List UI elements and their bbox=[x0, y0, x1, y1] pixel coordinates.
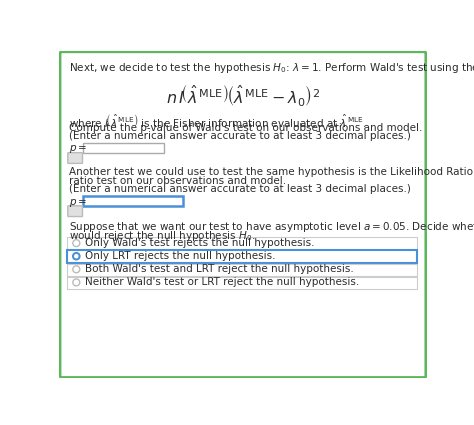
Bar bbox=[67, 277, 417, 289]
Text: $n\,I\!\left(\hat{\lambda}^{\,\mathrm{MLE}}\right)\!\left(\hat{\lambda}^{\,\math: $n\,I\!\left(\hat{\lambda}^{\,\mathrm{ML… bbox=[166, 82, 320, 108]
Text: would reject the null hypothesis $H_0$.: would reject the null hypothesis $H_0$. bbox=[69, 229, 255, 243]
Text: Next, we decide to test the hypothesis $H_0$: $\lambda = 1$. Perform Wald's test: Next, we decide to test the hypothesis $… bbox=[69, 61, 474, 75]
Bar bbox=[67, 264, 417, 276]
Text: Another test we could use to test the same hypothesis is the Likelihood Ratio Te: Another test we could use to test the sa… bbox=[69, 167, 474, 177]
Text: Both Wald's test and LRT reject the null hypothesis.: Both Wald's test and LRT reject the null… bbox=[85, 264, 354, 274]
Text: ratio test on our observations and model.: ratio test on our observations and model… bbox=[69, 176, 286, 186]
Bar bbox=[82, 196, 183, 206]
Circle shape bbox=[73, 266, 80, 273]
Bar bbox=[67, 250, 417, 263]
FancyBboxPatch shape bbox=[68, 153, 82, 164]
Bar bbox=[82, 143, 164, 153]
Text: (Enter a numerical answer accurate to at least 3 decimal places.): (Enter a numerical answer accurate to at… bbox=[69, 131, 410, 141]
Text: (Enter a numerical answer accurate to at least 3 decimal places.): (Enter a numerical answer accurate to at… bbox=[69, 184, 410, 194]
FancyBboxPatch shape bbox=[68, 206, 82, 217]
Text: $p =$: $p =$ bbox=[69, 196, 87, 209]
Circle shape bbox=[73, 253, 80, 260]
Circle shape bbox=[73, 279, 80, 286]
Circle shape bbox=[75, 255, 78, 258]
Text: where $I\!\left(\hat{\lambda}^{\,\mathrm{MLE}}\right)$ is the Fisher information: where $I\!\left(\hat{\lambda}^{\,\mathrm… bbox=[69, 112, 366, 129]
Circle shape bbox=[73, 240, 80, 246]
Text: Neither Wald's test or LRT reject the null hypothesis.: Neither Wald's test or LRT reject the nu… bbox=[85, 278, 359, 287]
Text: Suppose that we want our test to have asymptotic level $a = 0.05$. Decide whethe: Suppose that we want our test to have as… bbox=[69, 221, 474, 235]
Text: Only Wald's test rejects the null hypothesis.: Only Wald's test rejects the null hypoth… bbox=[85, 238, 314, 248]
FancyBboxPatch shape bbox=[60, 52, 426, 377]
Bar bbox=[67, 237, 417, 249]
Text: Compute the p-value of Wald's test on our observations and model.: Compute the p-value of Wald's test on ou… bbox=[69, 122, 422, 133]
Text: $p =$: $p =$ bbox=[69, 143, 87, 156]
Text: Only LRT rejects the null hypothesis.: Only LRT rejects the null hypothesis. bbox=[85, 251, 275, 261]
